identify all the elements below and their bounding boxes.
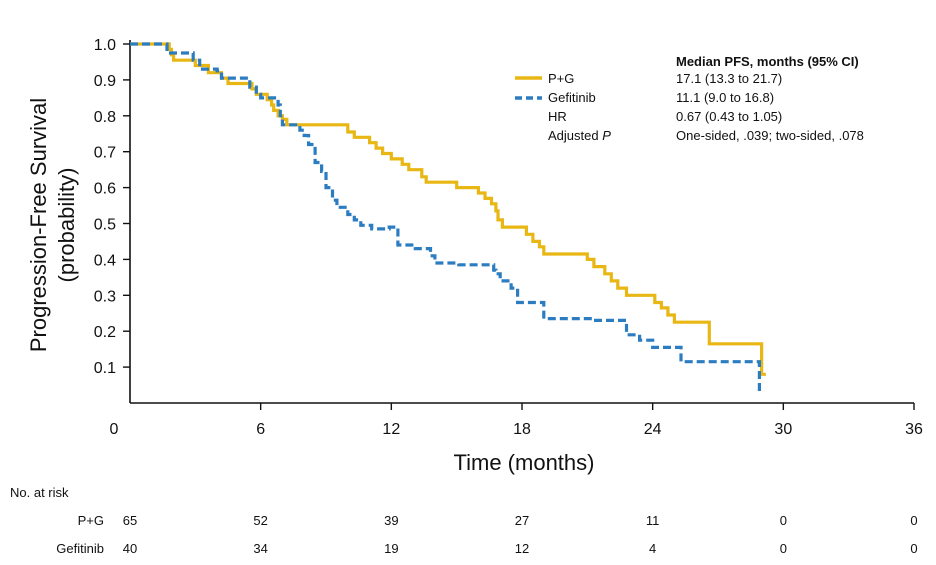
- legend-label-adjusted-p: Adjusted P: [548, 128, 611, 143]
- y-tick-label: 0.7: [94, 145, 116, 162]
- x-tick-label: 24: [644, 421, 662, 438]
- y-tick-label: 0.1: [94, 360, 116, 377]
- risk-count: 34: [253, 541, 267, 556]
- risk-count: 11: [646, 513, 660, 528]
- risk-count: 0: [910, 513, 917, 528]
- risk-row-label-pg: P+G: [78, 513, 104, 528]
- legend-value-adjusted-p: One-sided, .039; two-sided, .078: [676, 128, 864, 143]
- legend-label-gefitinib: Gefitinib: [548, 90, 596, 105]
- curve-gefitinib: [130, 42, 761, 393]
- x-axis-title: Time (months): [454, 450, 595, 475]
- y-tick-label: 0.2: [94, 324, 116, 341]
- risk-count: 27: [515, 513, 529, 528]
- x-tick-label: 36: [905, 421, 923, 438]
- x-tick-label: 6: [256, 421, 265, 438]
- x-tick-label: 30: [774, 421, 792, 438]
- risk-count: 0: [780, 513, 787, 528]
- y-axis-title-line2: (probability): [54, 168, 79, 283]
- risk-count: 12: [515, 541, 529, 556]
- risk-count: 40: [123, 541, 137, 556]
- risk-count: 0: [780, 541, 787, 556]
- legend: Median PFS, months (95% CI) P+G 17.1 (13…: [515, 54, 864, 143]
- risk-table: No. at risk P+G Gefitinib 65 52 39 27 11 0 040…: [10, 485, 918, 556]
- x-tick-label: 18: [513, 421, 531, 438]
- y-tick-label: 0.4: [94, 252, 116, 269]
- y-tick-label: 0.9: [94, 73, 116, 90]
- y-tick-label: 0.3: [94, 288, 116, 305]
- risk-table-title: No. at risk: [10, 485, 69, 500]
- legend-value-gefitinib: 11.1 (9.0 to 16.8): [676, 90, 774, 105]
- risk-count: 19: [384, 541, 398, 556]
- x-tick-label: 0: [110, 421, 119, 438]
- y-axis-title-line1: Progression-Free Survival: [26, 98, 51, 352]
- risk-count: 65: [123, 513, 137, 528]
- risk-row-label-gefitinib: Gefitinib: [56, 541, 104, 556]
- risk-count: 0: [910, 541, 917, 556]
- legend-label-p-italic: P: [602, 128, 611, 143]
- risk-count: 52: [253, 513, 267, 528]
- legend-value-pg: 17.1 (13.3 to 21.7): [676, 71, 782, 86]
- legend-label-pg: P+G: [548, 71, 574, 86]
- x-tick-label: 12: [382, 421, 400, 438]
- y-tick-label: 0.5: [94, 217, 116, 234]
- legend-header: Median PFS, months (95% CI): [676, 54, 859, 69]
- curve-pg: [130, 42, 766, 376]
- y-tick-label: 0.8: [94, 109, 116, 126]
- risk-count: 39: [384, 513, 398, 528]
- legend-label-adjusted-text: Adjusted: [548, 128, 602, 143]
- y-tick-label: 1.0: [94, 37, 116, 54]
- legend-label-hr: HR: [548, 109, 567, 124]
- legend-value-hr: 0.67 (0.43 to 1.05): [676, 109, 782, 124]
- axes: 0.1 0.2 0.3 0.4 0.5 0.6 0.7 0.8 0.9 1.0 0 6 12 18 24 30…: [94, 37, 923, 438]
- risk-count: 4: [649, 541, 656, 556]
- y-tick-label: 0.6: [94, 181, 116, 198]
- survival-curves: [130, 42, 766, 393]
